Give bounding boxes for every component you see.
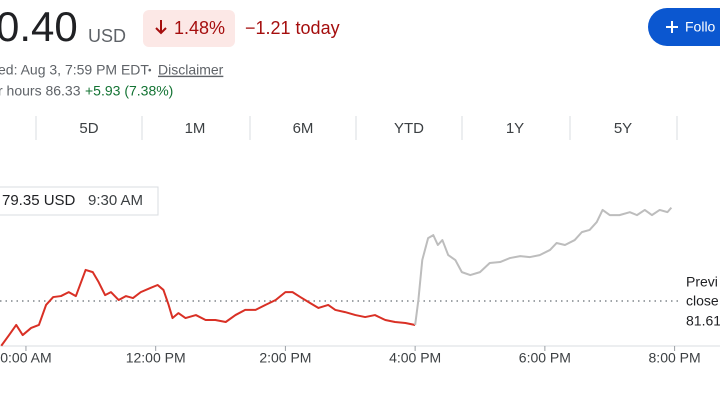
plus-icon — [666, 21, 678, 33]
x-tick-label: 2:00 PM — [259, 350, 311, 366]
chart: 0:00 AM 12:00 PM 2:00 PM 4:00 PM 6:00 PM 8:00… — [0, 206, 720, 366]
change-today: −1.21 today — [245, 18, 340, 38]
range-tab[interactable]: 1Y — [506, 120, 524, 137]
closed-note: ed: Aug 3, 7:59 PM EDT — [0, 62, 149, 78]
x-tick-label: 12:00 PM — [126, 350, 186, 366]
previous-close-label: Previ — [686, 274, 718, 290]
x-tick-label: 6:00 PM — [519, 350, 571, 366]
tooltip — [0, 186, 159, 216]
follow-label[interactable]: Follo — [685, 19, 716, 35]
disclaimer-link[interactable]: Disclaimer — [158, 62, 224, 78]
change-pill — [143, 10, 235, 47]
previous-close-value: 81.61 — [686, 313, 720, 329]
follow-button[interactable] — [648, 8, 720, 46]
down-arrow-icon — [155, 20, 167, 35]
x-tick-label: 0:00 AM — [0, 350, 51, 366]
tooltip-time: 9:30 AM — [88, 192, 143, 209]
price-line — [414, 206, 673, 326]
previous-close-label: close — [686, 293, 719, 309]
separator: • — [148, 66, 152, 77]
tooltip-price: 79.35 USD — [2, 192, 76, 209]
range-tab[interactable]: 5D — [79, 120, 98, 137]
x-tick-label: 4:00 PM — [389, 350, 441, 366]
after-hours: r hours 86.33 — [0, 83, 81, 99]
change-percent: 1.48% — [174, 18, 225, 38]
after-hours-change: +5.93 (7.38%) — [85, 83, 173, 99]
range-tab[interactable]: 6M — [293, 120, 314, 137]
range-tab[interactable]: 1M — [185, 120, 206, 137]
x-tick-label: 8:00 PM — [649, 350, 701, 366]
range-tab[interactable]: 5Y — [614, 120, 632, 137]
range-tab[interactable]: YTD — [394, 120, 424, 137]
price-line — [0, 268, 416, 347]
price: 0.40 — [0, 3, 78, 50]
range-tabs: 5D1M6MYTD1Y5YM — [35, 116, 678, 140]
currency: USD — [88, 26, 126, 46]
